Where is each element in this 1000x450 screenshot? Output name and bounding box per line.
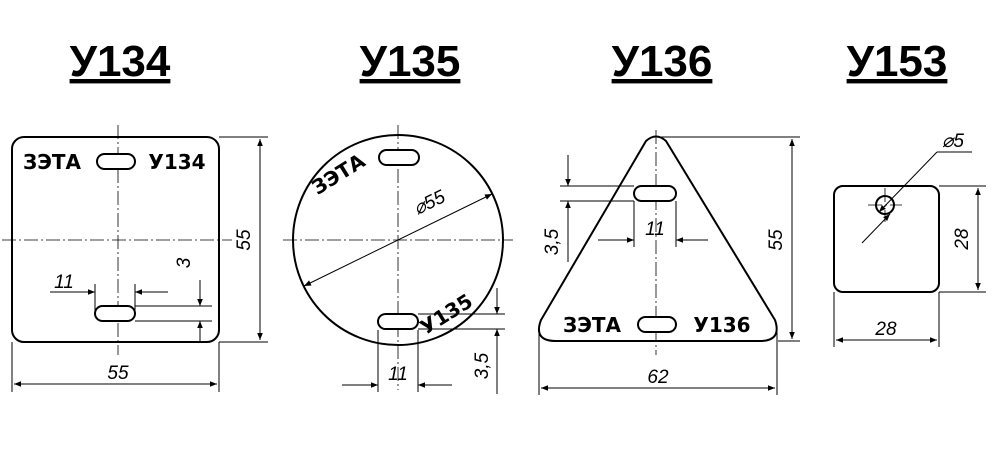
plate-u136-marking-right: У136 [693, 313, 750, 337]
plate-u153-title: У153 [847, 37, 948, 86]
plate-u134: У134 ЗЭТА У134 11 3 55 55 [2, 37, 268, 392]
plate-u136-title: У136 [612, 37, 713, 86]
plate-u136-bottom-slot [637, 316, 677, 333]
plate-u134-slot-height: 3 [174, 257, 195, 268]
plate-u136-slot-height: 3,5 [542, 228, 563, 255]
plate-u134-slot-length: 11 [54, 272, 74, 293]
plate-u135-slot-height: 3,5 [472, 352, 493, 379]
plate-u134-top-slot [96, 153, 136, 170]
plate-u134-marking-right: У134 [148, 150, 205, 174]
plate-u136-height: 55 [766, 229, 787, 251]
plate-u134-bottom-slot [94, 305, 136, 322]
plate-u134-title: У134 [70, 37, 171, 86]
plate-u135-bottom-slot [377, 313, 419, 330]
plate-u153-height: 28 [952, 228, 973, 251]
plate-u136-top-slot [633, 185, 677, 202]
plate-u135-diameter: ⌀55 [410, 186, 449, 219]
plate-u136-outline [537, 135, 778, 342]
plate-u134-width: 55 [107, 363, 129, 384]
plate-u135-slot-length: 11 [388, 364, 408, 385]
plate-u153: У153 ⌀5 28 28 [833, 37, 986, 347]
plate-u135: У135 ЗЭТА У135 ⌀55 11 3,5 [283, 37, 513, 394]
plate-u136-slot-length: 11 [645, 219, 665, 240]
plate-u153-hole-diameter: ⌀5 [942, 131, 964, 152]
plate-u135-top-slot [378, 149, 420, 166]
plate-u134-marking-left: ЗЭТА [23, 150, 82, 174]
plate-u153-outline [833, 185, 940, 293]
plate-u134-outline [11, 136, 220, 343]
plate-u136: У136 ЗЭТА У136 3,5 11 55 62 [537, 37, 800, 395]
plate-u136-base: 62 [647, 367, 669, 388]
plate-u136-marking-left: ЗЭТА [563, 313, 622, 337]
plate-u153-width: 28 [874, 319, 897, 340]
plate-u134-height: 55 [234, 229, 255, 251]
plate-u135-title: У135 [360, 37, 461, 86]
plate-u135-marking-top: ЗЭТА [307, 148, 369, 199]
